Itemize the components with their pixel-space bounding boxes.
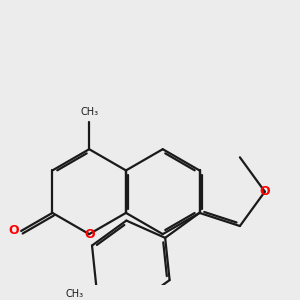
Text: CH₃: CH₃ xyxy=(65,289,83,299)
Text: O: O xyxy=(260,185,270,198)
Text: CH₃: CH₃ xyxy=(80,106,98,116)
Text: O: O xyxy=(8,224,19,237)
Text: O: O xyxy=(84,228,94,241)
